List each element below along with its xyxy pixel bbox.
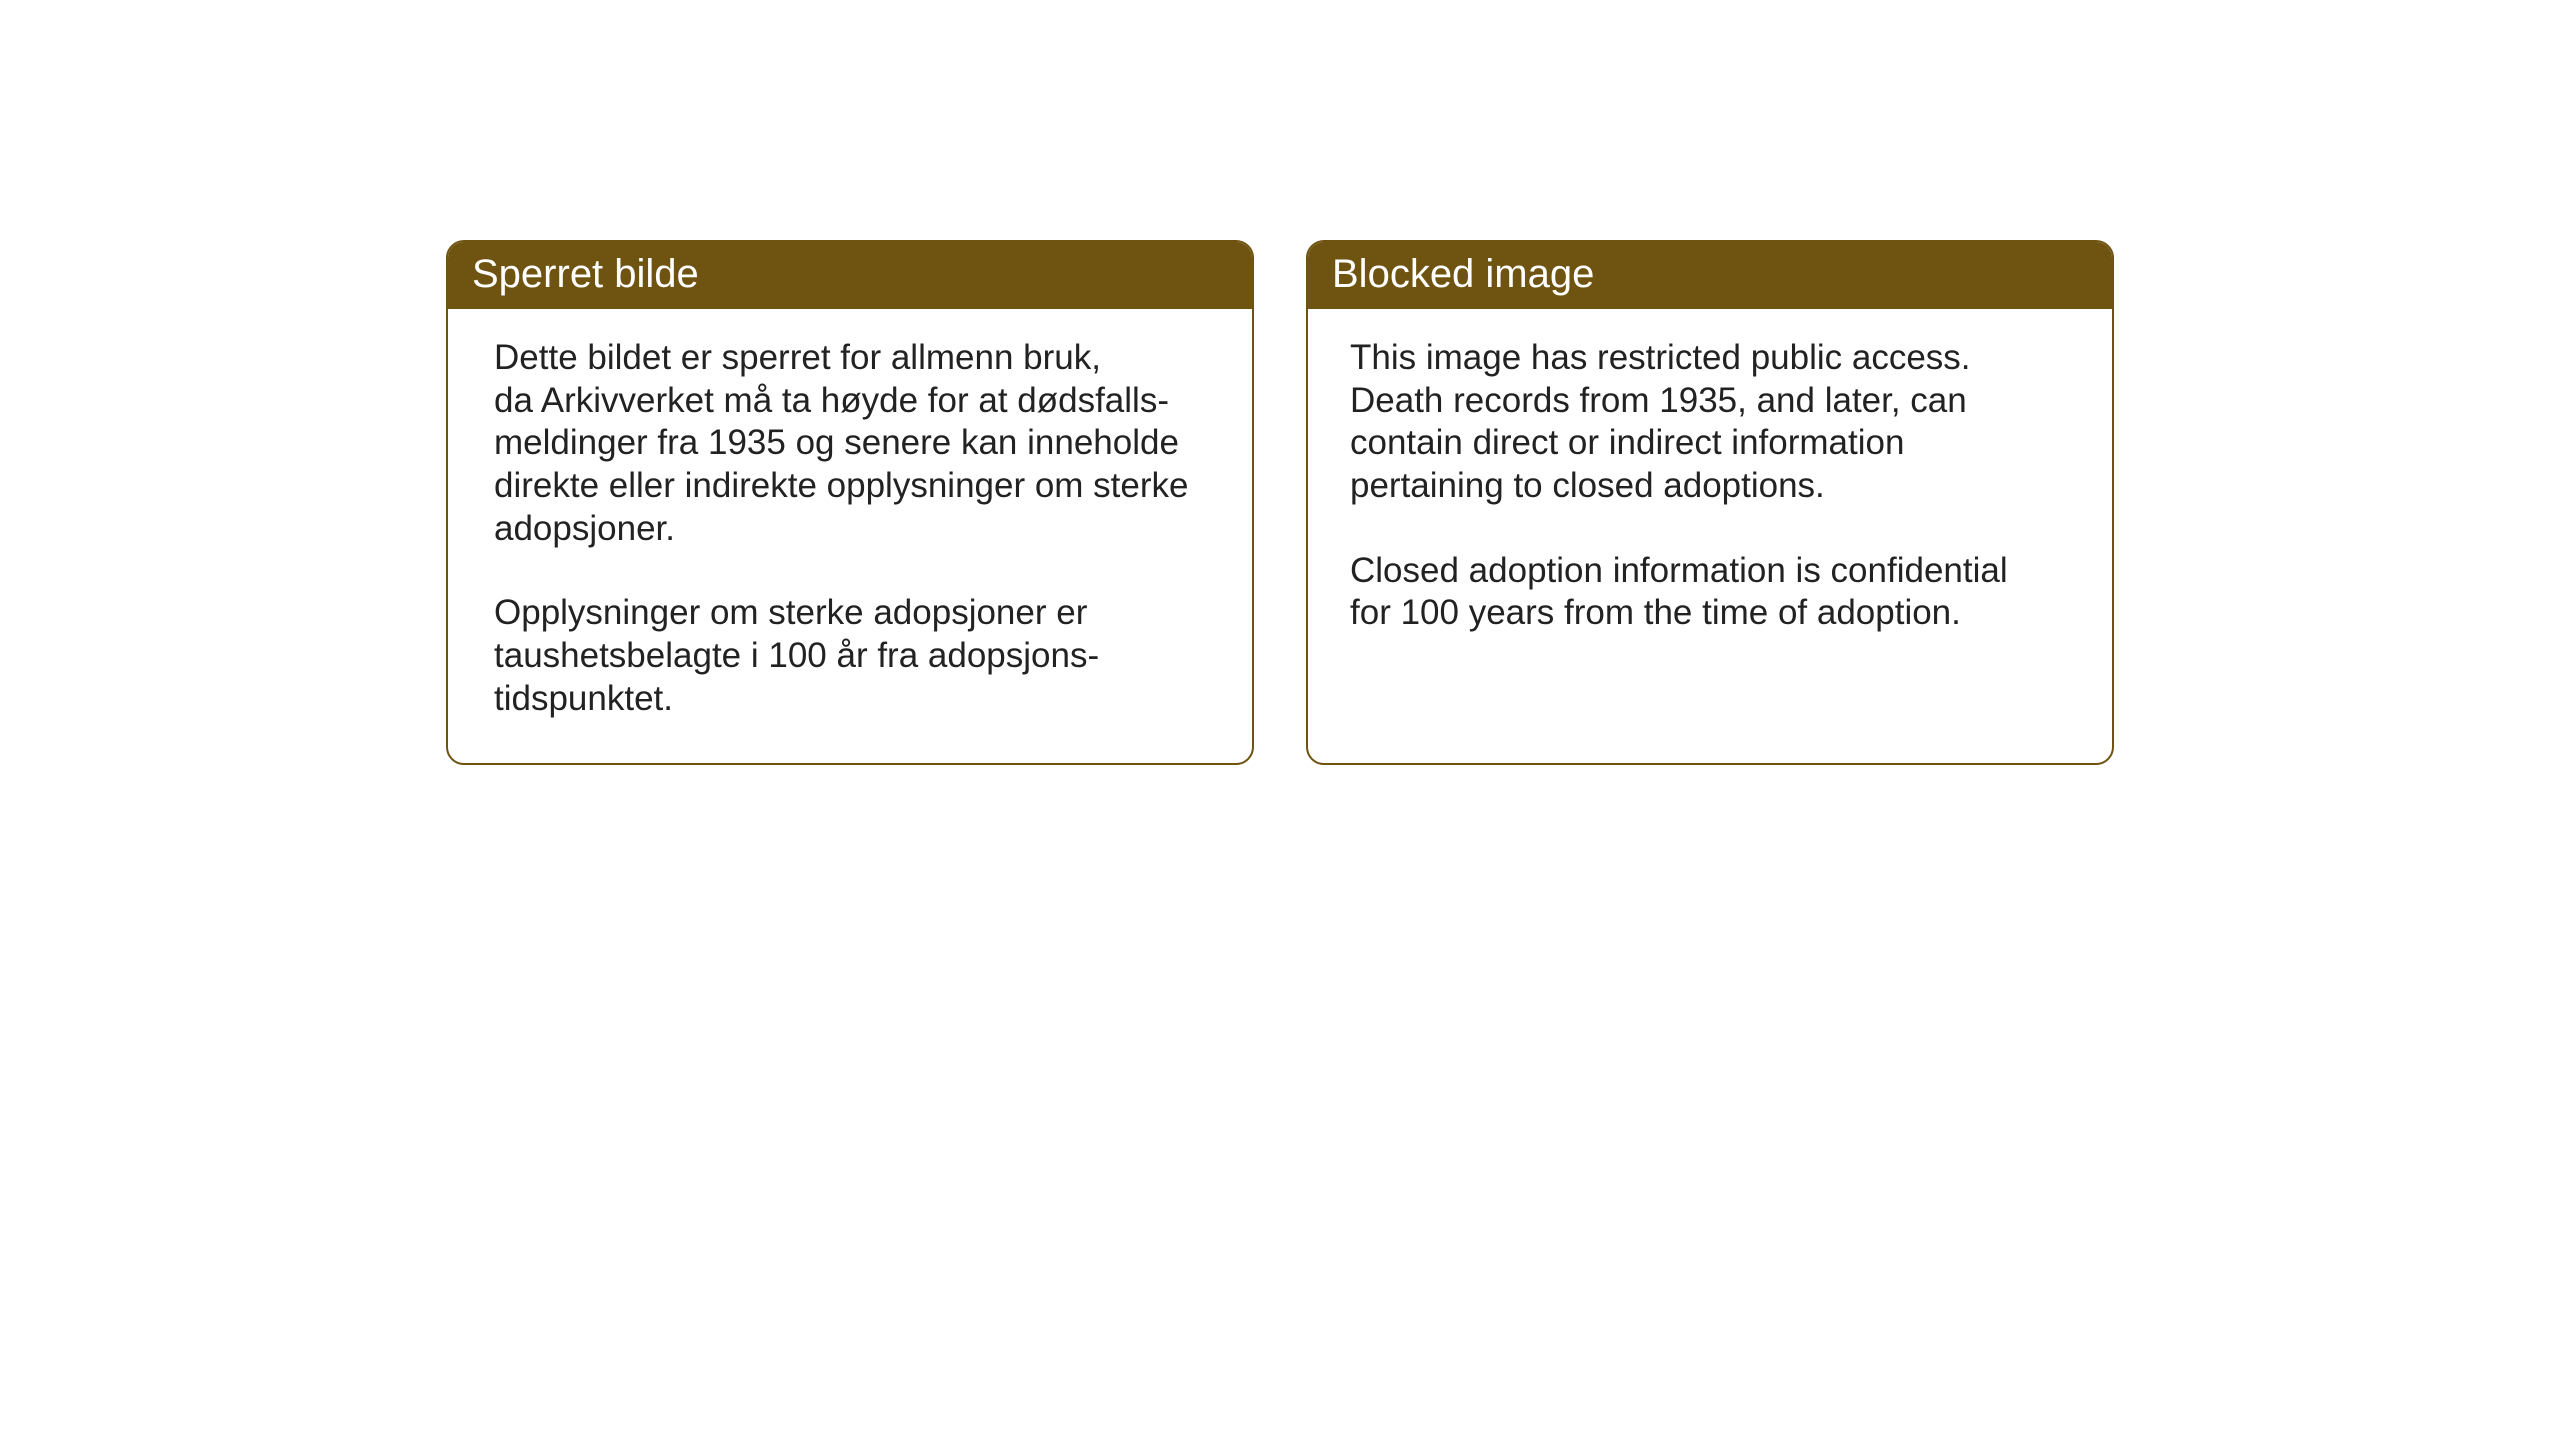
card-body-norwegian: Dette bildet er sperret for allmenn bruk…	[448, 309, 1252, 763]
text-line: This image has restricted public access.	[1350, 338, 1971, 377]
text-line: meldinger fra 1935 og senere kan innehol…	[494, 423, 1179, 462]
card-title-english: Blocked image	[1332, 252, 1594, 296]
text-line: Closed adoption information is confident…	[1350, 551, 2008, 590]
card-header-norwegian: Sperret bilde	[448, 242, 1252, 309]
text-line: contain direct or indirect information	[1350, 423, 1904, 462]
notice-card-english: Blocked image This image has restricted …	[1306, 240, 2114, 765]
text-line: adopsjoner.	[494, 509, 675, 548]
text-line: for 100 years from the time of adoption.	[1350, 593, 1961, 632]
text-line: Death records from 1935, and later, can	[1350, 381, 1967, 420]
text-line: pertaining to closed adoptions.	[1350, 466, 1825, 505]
text-line: da Arkivverket må ta høyde for at dødsfa…	[494, 381, 1169, 420]
text-line: Opplysninger om sterke adopsjoner er	[494, 593, 1087, 632]
card-body-english: This image has restricted public access.…	[1308, 309, 2112, 677]
notice-card-norwegian: Sperret bilde Dette bildet er sperret fo…	[446, 240, 1254, 765]
text-line: direkte eller indirekte opplysninger om …	[494, 466, 1189, 505]
text-line: tidspunktet.	[494, 679, 673, 718]
text-line: Dette bildet er sperret for allmenn bruk…	[494, 338, 1101, 377]
paragraph-2-norwegian: Opplysninger om sterke adopsjoner er tau…	[494, 592, 1210, 720]
card-header-english: Blocked image	[1308, 242, 2112, 309]
notice-cards-container: Sperret bilde Dette bildet er sperret fo…	[446, 240, 2114, 765]
paragraph-1-english: This image has restricted public access.…	[1350, 337, 2080, 508]
paragraph-1-norwegian: Dette bildet er sperret for allmenn bruk…	[494, 337, 1210, 550]
card-title-norwegian: Sperret bilde	[472, 252, 699, 296]
paragraph-2-english: Closed adoption information is confident…	[1350, 550, 2080, 635]
text-line: taushetsbelagte i 100 år fra adopsjons-	[494, 636, 1099, 675]
